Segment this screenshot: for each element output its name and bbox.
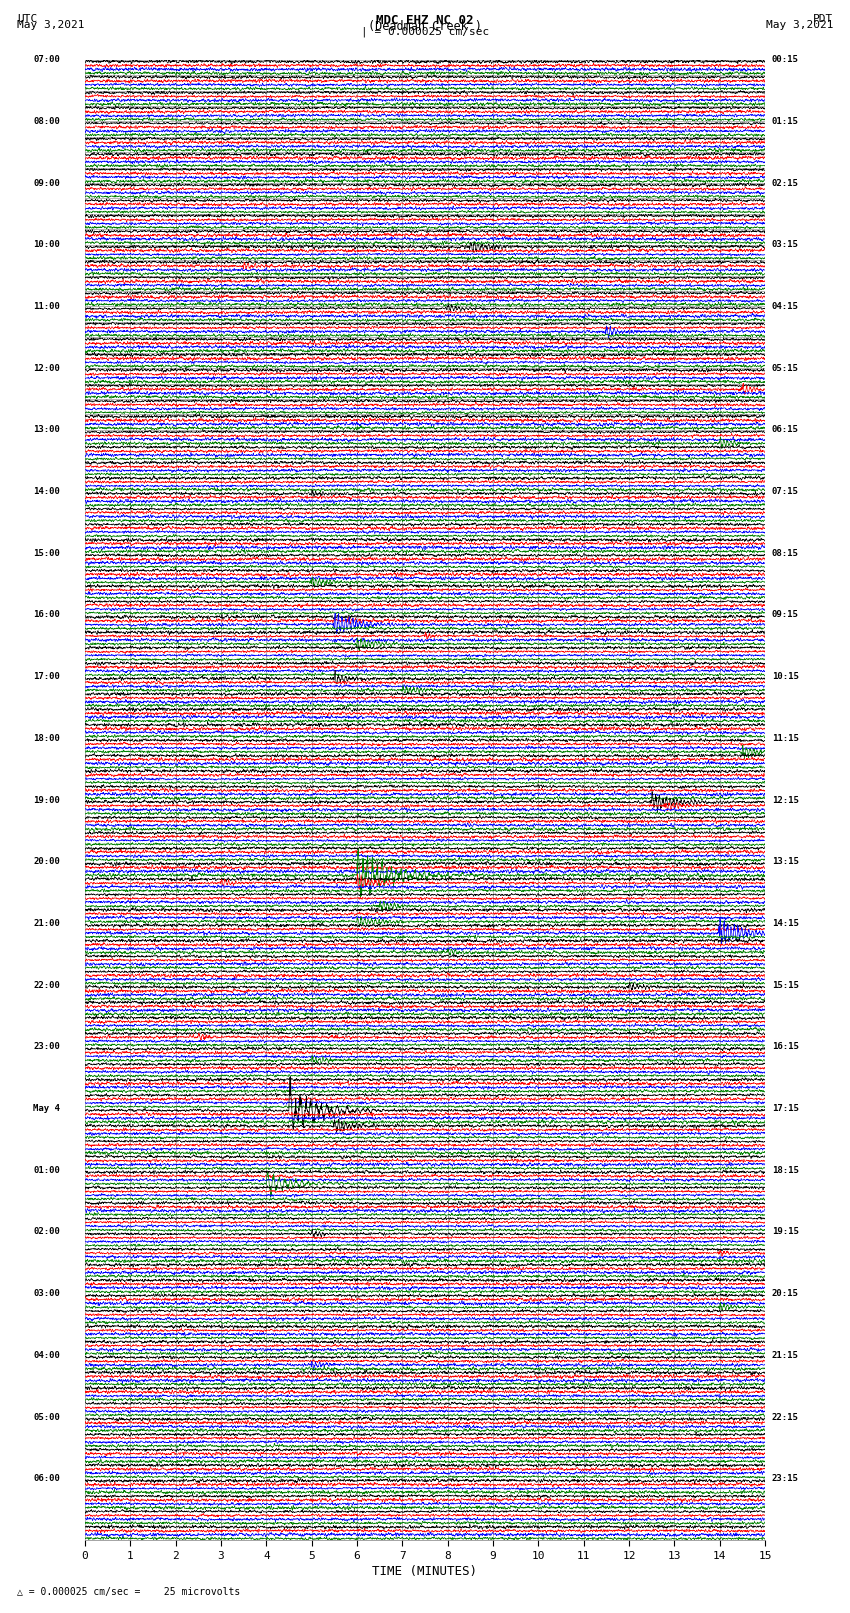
Text: 19:15: 19:15 — [772, 1227, 799, 1237]
Text: 19:00: 19:00 — [33, 795, 60, 805]
Text: 08:15: 08:15 — [772, 548, 799, 558]
Text: 09:15: 09:15 — [772, 610, 799, 619]
Text: 03:00: 03:00 — [33, 1289, 60, 1298]
Text: 22:15: 22:15 — [772, 1413, 799, 1421]
Text: 06:00: 06:00 — [33, 1474, 60, 1484]
Text: 06:15: 06:15 — [772, 426, 799, 434]
Text: 15:00: 15:00 — [33, 548, 60, 558]
Text: 23:15: 23:15 — [772, 1474, 799, 1484]
Text: | = 0.000025 cm/sec: | = 0.000025 cm/sec — [361, 26, 489, 37]
Text: 23:00: 23:00 — [33, 1042, 60, 1052]
Text: 04:15: 04:15 — [772, 302, 799, 311]
Text: MDC EHZ NC 02: MDC EHZ NC 02 — [377, 13, 473, 27]
Text: 10:00: 10:00 — [33, 240, 60, 250]
Text: 01:15: 01:15 — [772, 116, 799, 126]
Text: 20:00: 20:00 — [33, 857, 60, 866]
Text: 01:00: 01:00 — [33, 1166, 60, 1174]
Text: May 4: May 4 — [33, 1103, 60, 1113]
Text: 17:00: 17:00 — [33, 673, 60, 681]
Text: 14:00: 14:00 — [33, 487, 60, 497]
Text: 21:00: 21:00 — [33, 919, 60, 927]
Text: 12:15: 12:15 — [772, 795, 799, 805]
Text: 11:00: 11:00 — [33, 302, 60, 311]
Text: 03:15: 03:15 — [772, 240, 799, 250]
Text: 09:00: 09:00 — [33, 179, 60, 187]
Text: 08:00: 08:00 — [33, 116, 60, 126]
Text: 00:15: 00:15 — [772, 55, 799, 65]
Text: 07:00: 07:00 — [33, 55, 60, 65]
Text: 11:15: 11:15 — [772, 734, 799, 744]
Text: 10:15: 10:15 — [772, 673, 799, 681]
Text: UTC: UTC — [17, 13, 37, 24]
Text: 07:15: 07:15 — [772, 487, 799, 497]
Text: 12:00: 12:00 — [33, 363, 60, 373]
Text: 17:15: 17:15 — [772, 1103, 799, 1113]
Text: 04:00: 04:00 — [33, 1350, 60, 1360]
Text: 15:15: 15:15 — [772, 981, 799, 990]
Text: 13:15: 13:15 — [772, 857, 799, 866]
X-axis label: TIME (MINUTES): TIME (MINUTES) — [372, 1565, 478, 1578]
Text: May 3,2021: May 3,2021 — [17, 19, 84, 31]
Text: 13:00: 13:00 — [33, 426, 60, 434]
Text: 22:00: 22:00 — [33, 981, 60, 990]
Text: PDT: PDT — [813, 13, 833, 24]
Text: 05:00: 05:00 — [33, 1413, 60, 1421]
Text: (Deadman Creek ): (Deadman Creek ) — [368, 19, 482, 34]
Text: 05:15: 05:15 — [772, 363, 799, 373]
Text: May 3,2021: May 3,2021 — [766, 19, 833, 31]
Text: 18:00: 18:00 — [33, 734, 60, 744]
Text: 16:15: 16:15 — [772, 1042, 799, 1052]
Text: 16:00: 16:00 — [33, 610, 60, 619]
Text: 20:15: 20:15 — [772, 1289, 799, 1298]
Text: 21:15: 21:15 — [772, 1350, 799, 1360]
Text: 14:15: 14:15 — [772, 919, 799, 927]
Text: 18:15: 18:15 — [772, 1166, 799, 1174]
Text: △ = 0.000025 cm/sec =    25 microvolts: △ = 0.000025 cm/sec = 25 microvolts — [17, 1587, 241, 1597]
Text: 02:15: 02:15 — [772, 179, 799, 187]
Text: 02:00: 02:00 — [33, 1227, 60, 1237]
